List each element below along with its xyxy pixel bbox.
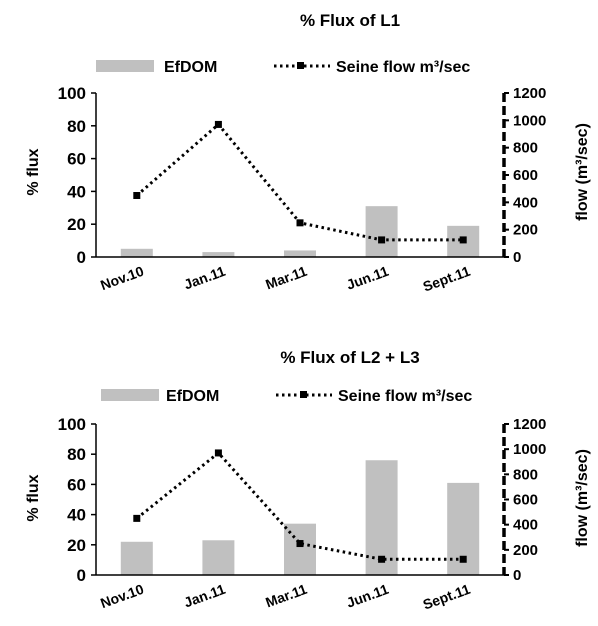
legend-label-bar: EfDOM	[164, 59, 217, 76]
legend-swatch-marker	[297, 62, 304, 69]
y2-tick-label: 400	[513, 194, 538, 211]
y-axis-label: % flux	[25, 148, 42, 195]
flow-point	[214, 449, 222, 457]
y-tick-label: 0	[77, 248, 86, 267]
y2-tick-label: 800	[513, 466, 538, 483]
chart-panel-2: % Flux of L2 + L3 EfDOM Seine flow m³/se…	[25, 348, 591, 613]
bar	[365, 206, 398, 257]
legend: EfDOM Seine flow m³/sec	[96, 59, 470, 76]
y-tick-label: 80	[67, 117, 86, 136]
bar	[284, 250, 316, 257]
legend-swatch-bar	[96, 60, 154, 72]
x-tick-label: Jan.11	[182, 263, 228, 293]
y2-tick-label: 800	[513, 140, 538, 157]
x-tick-label: Sept.11	[421, 581, 473, 613]
flow-line	[135, 450, 464, 561]
y-tick-label: 20	[67, 215, 86, 234]
y2-tick-label: 400	[513, 517, 538, 534]
flow-point	[296, 219, 304, 227]
chart-title: % Flux of L1	[300, 11, 400, 30]
x-tick-label: Nov.10	[98, 263, 146, 293]
chart-title: % Flux of L2 + L3	[280, 348, 419, 367]
y-tick-label: 60	[67, 150, 86, 169]
y2-tick-label: 0	[513, 567, 521, 584]
y2-tick-label: 200	[513, 542, 538, 559]
y-tick-label: 40	[67, 506, 86, 525]
legend-label-line: Seine flow m³/sec	[338, 388, 472, 405]
plot-area: 0 20 40 60 80 100 Nov.10 Jan.11 Mar.11 Jun.11 Sept…	[58, 415, 547, 613]
x-tick-label: Jan.11	[182, 581, 228, 611]
bar	[284, 523, 316, 575]
flow-point	[296, 540, 304, 548]
x-tick-label: Mar.11	[263, 263, 309, 293]
y2-tick-label: 0	[513, 249, 521, 266]
bar	[120, 248, 153, 257]
y2-axis-label: flow (m³/sec)	[574, 449, 591, 547]
x-tick-label: Mar.11	[263, 581, 309, 611]
legend-swatch-bar	[101, 389, 159, 401]
y2-axis-label: flow (m³/sec)	[574, 123, 591, 221]
y-tick-label: 100	[58, 415, 86, 434]
y-tick-label: 0	[77, 566, 86, 585]
y2-tick-label: 600	[513, 167, 538, 184]
x-tick-label: Nov.10	[98, 581, 146, 611]
flow-point	[459, 236, 467, 244]
y-axis-label: % flux	[25, 474, 42, 521]
flow-point	[378, 555, 386, 563]
flow-point	[214, 120, 222, 128]
x-tick-label: Jun.11	[344, 581, 391, 611]
legend-label-line: Seine flow m³/sec	[336, 59, 470, 76]
y2-tick-label: 1200	[513, 85, 546, 102]
y-tick-label: 60	[67, 475, 86, 494]
flow-point	[378, 236, 386, 244]
y-tick-label: 100	[58, 84, 86, 103]
x-tick-label: Jun.11	[344, 263, 391, 293]
y2-tick-label: 1200	[513, 416, 546, 433]
bar	[202, 540, 235, 575]
y-tick-label: 80	[67, 445, 86, 464]
flow-point	[133, 192, 141, 199]
y2-tick-label: 200	[513, 222, 538, 239]
y-tick-label: 40	[67, 182, 86, 201]
y-tick-label: 20	[67, 536, 86, 555]
y2-tick-label: 1000	[513, 112, 546, 129]
legend-label-bar: EfDOM	[166, 388, 219, 405]
bar	[202, 252, 235, 257]
legend: EfDOM Seine flow m³/sec	[101, 388, 472, 405]
flow-point	[133, 514, 141, 522]
y2-tick-label: 1000	[513, 441, 546, 458]
flow-point	[459, 555, 467, 563]
y2-tick-label: 600	[513, 492, 538, 509]
chart-panel-1: % Flux of L1 EfDOM Seine flow m³/sec % f…	[25, 11, 591, 295]
bar	[120, 541, 153, 575]
legend-swatch-marker	[300, 391, 307, 398]
x-tick-label: Sept.11	[421, 263, 473, 295]
plot-area: 0 20 40 60 80 100 Nov.10 Jan.11 Mar.11 Jun.11 Sept…	[58, 84, 547, 295]
